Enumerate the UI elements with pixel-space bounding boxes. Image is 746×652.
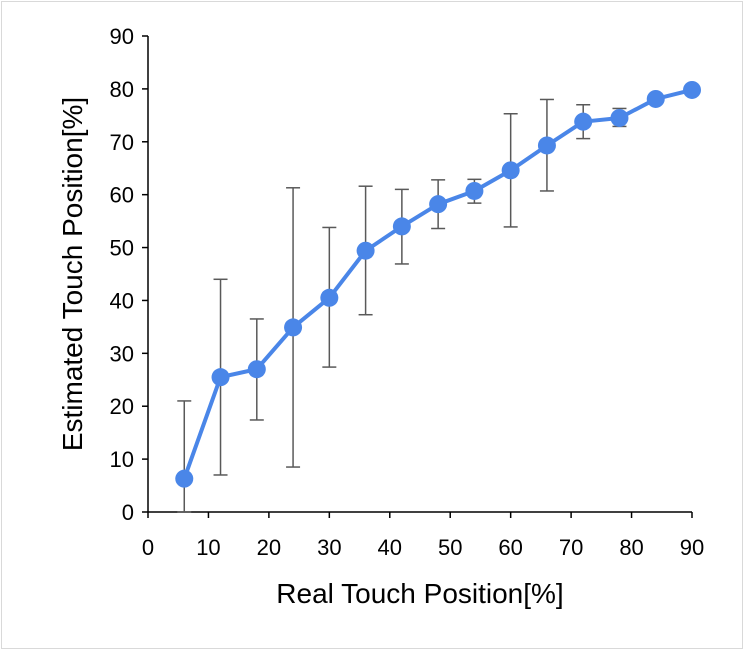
data-point (247, 360, 266, 379)
x-tick-label: 40 (378, 535, 402, 560)
y-tick-label: 90 (110, 24, 134, 49)
x-tick-label: 50 (438, 535, 462, 560)
error-bars (177, 98, 627, 513)
data-point (646, 89, 665, 108)
y-tick-label: 10 (110, 447, 134, 472)
data-point (429, 195, 448, 214)
data-points (175, 80, 701, 488)
data-point (501, 161, 520, 180)
data-point (175, 469, 194, 488)
y-tick-label: 30 (110, 341, 134, 366)
x-tick-label: 30 (317, 535, 341, 560)
data-point (211, 368, 230, 387)
axes (147, 36, 692, 513)
y-tick-label: 40 (110, 288, 134, 313)
data-point (683, 80, 701, 99)
data-point (465, 181, 484, 200)
y-tick-label: 50 (110, 236, 134, 261)
x-tick-label: 80 (619, 535, 643, 560)
y-tick-label: 0 (122, 500, 134, 525)
data-point (537, 136, 556, 155)
ticks: 0 10 20 30 40 50 60 70 80 90 0 10 20 30 40 50 60 70 80 90 (110, 24, 705, 560)
y-axis-title: Estimated Touch Position[%] (57, 97, 88, 451)
x-tick-label: 90 (680, 535, 704, 560)
data-point (610, 108, 629, 127)
data-point (320, 288, 339, 307)
y-tick-label: 80 (110, 77, 134, 102)
y-tick-label: 60 (110, 183, 134, 208)
x-tick-label: 70 (559, 535, 583, 560)
x-tick-label: 20 (257, 535, 281, 560)
y-tick-label: 70 (110, 130, 134, 155)
data-point (284, 318, 303, 337)
data-point (392, 217, 411, 236)
x-tick-label: 60 (498, 535, 522, 560)
x-tick-label: 0 (142, 535, 154, 560)
y-tick-label: 20 (110, 394, 134, 419)
x-tick-label: 10 (196, 535, 220, 560)
data-point (356, 241, 375, 260)
data-point (574, 112, 593, 131)
x-axis-title: Real Touch Position[%] (276, 578, 563, 609)
